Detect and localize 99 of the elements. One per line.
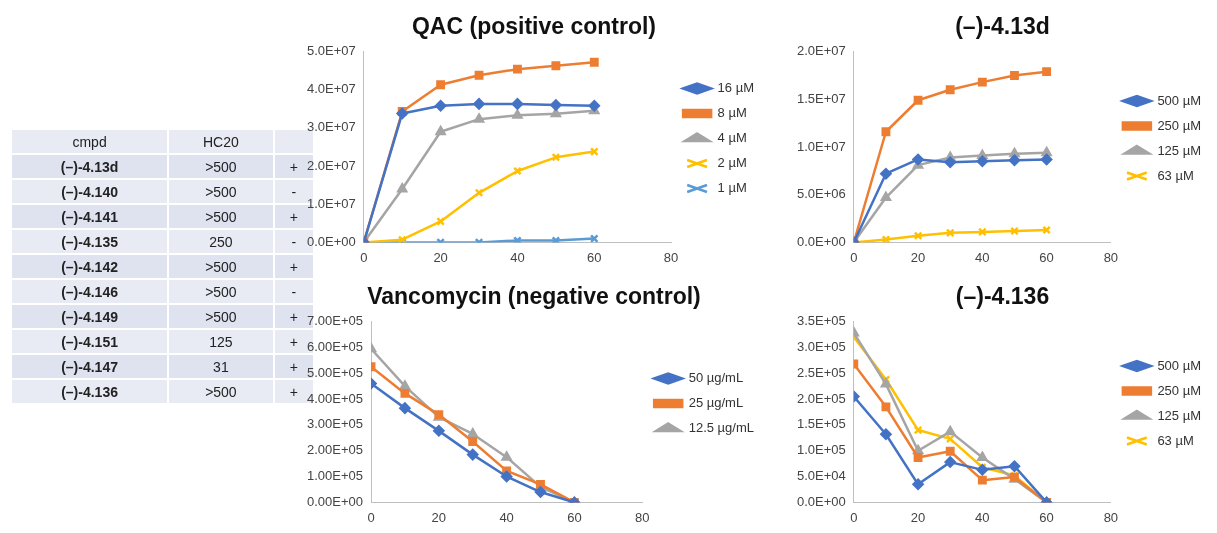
x-tick-label: 80 [1103, 509, 1119, 525]
x-tick-label: 0 [360, 249, 368, 265]
x-tick-label: 20 [431, 509, 447, 525]
text: (–)-4.136 [12, 380, 168, 403]
x-tick-label: 80 [634, 509, 650, 525]
y-tick-label: 1.5E+07 [797, 90, 846, 106]
text: 125 [169, 330, 273, 353]
text: >500 [169, 180, 273, 203]
x-tick-label: 40 [975, 249, 990, 265]
y-tick-label: 5.00E+05 [306, 364, 364, 380]
text: (–)-4.140 [12, 180, 168, 203]
chart-title: (–)-4.136 [955, 283, 1050, 310]
text: >500 [169, 305, 273, 328]
chart-title: QAC (positive control) [411, 13, 657, 40]
legend-label: 125 µM [1157, 407, 1201, 423]
legend-label: 8 µM [717, 105, 747, 121]
y-tick-label: 5.0E+04 [797, 468, 846, 484]
text: + [289, 383, 298, 400]
y-tick-label: 0.00E+00 [306, 493, 364, 509]
x-tick-label: 60 [567, 509, 582, 525]
text: 250 [169, 230, 273, 253]
legend-label: 63 µM [1157, 432, 1194, 448]
y-tick-label: 1.5E+05 [797, 416, 846, 432]
text: + [289, 158, 298, 175]
legend-label: 16 µM [717, 80, 755, 96]
x-tick-label: 60 [1039, 509, 1054, 525]
text: >500 [169, 205, 273, 228]
text: (–)-4.149 [12, 305, 168, 328]
legend-label: 1 µM [717, 180, 747, 196]
y-tick-label: 6.00E+05 [306, 339, 364, 355]
x-tick-label: 20 [910, 249, 926, 265]
text: + [289, 208, 298, 225]
text: >500 [169, 280, 273, 303]
x-tick-label: 0 [850, 509, 858, 525]
category-label: cmpd [12, 130, 168, 153]
text: 31 [169, 355, 273, 378]
y-tick-label: 5.0E+07 [307, 43, 356, 59]
y-tick-label: 1.0E+07 [307, 195, 356, 211]
y-tick-label: 3.00E+05 [306, 416, 364, 432]
y-tick-label: 3.0E+07 [307, 119, 356, 135]
y-tick-label: 0.0E+00 [797, 493, 846, 509]
chart-title: Vancomycin (negative control) [367, 283, 701, 310]
text: (–)-4.142 [12, 255, 168, 278]
text: + [289, 358, 298, 375]
text: (–)-4.13d [12, 155, 168, 178]
y-tick-label: 3.0E+05 [797, 339, 846, 355]
category-label: HC20 [169, 130, 273, 153]
y-tick-label: 7.00E+05 [306, 313, 364, 329]
text: - [274, 280, 313, 303]
y-tick-label: 1.0E+05 [797, 442, 846, 458]
y-tick-label: 4.00E+05 [306, 390, 364, 406]
x-tick-label: 0 [850, 249, 858, 265]
chart-title: (–)-4.13d [955, 13, 1050, 40]
legend-label: 4 µM [717, 130, 747, 146]
x-tick-label: 60 [587, 249, 602, 265]
y-tick-label: 0.0E+00 [307, 233, 356, 249]
text: + [289, 333, 298, 350]
text: + [274, 255, 313, 278]
y-tick-label: 2.0E+05 [797, 390, 846, 406]
text: (–)-4.146 [12, 280, 168, 303]
x-tick-label: 40 [975, 509, 990, 525]
text: (–)-4.151 [12, 330, 168, 353]
x-tick-label: 80 [1103, 249, 1119, 265]
x-tick-label: 0 [367, 509, 375, 525]
legend-label: 12.5 µg/mL [688, 420, 755, 436]
text: - [291, 233, 297, 250]
text: >500 [169, 380, 273, 403]
legend-label: 250 µM [1157, 117, 1201, 133]
legend-label: 250 µM [1157, 382, 1201, 398]
x-tick-label: 40 [499, 509, 514, 525]
text: (–)-4.147 [12, 355, 168, 378]
x-tick-label: 40 [510, 249, 525, 265]
y-tick-label: 1.0E+07 [797, 138, 846, 154]
y-tick-label: 5.0E+06 [797, 186, 846, 202]
x-tick-label: 20 [910, 509, 926, 525]
y-tick-label: 1.00E+05 [306, 468, 364, 484]
text: (–)-4.135 [12, 230, 168, 253]
y-tick-label: 2.0E+07 [797, 43, 846, 59]
legend-label: 125 µM [1157, 142, 1201, 158]
legend-label: 500 µM [1157, 357, 1201, 373]
text: (–)-4.141 [12, 205, 168, 228]
legend-label: 500 µM [1157, 92, 1201, 108]
x-tick-label: 60 [1039, 249, 1054, 265]
legend-label: 2 µM [717, 155, 747, 171]
legend-label: 50 µg/mL [688, 370, 744, 386]
y-tick-label: 2.00E+05 [306, 442, 364, 458]
text: - [291, 183, 297, 200]
x-tick-label: 80 [663, 249, 679, 265]
x-tick-label: 20 [433, 249, 448, 265]
y-tick-label: 0.0E+00 [797, 233, 846, 249]
text: >500 [169, 255, 273, 278]
y-tick-label: 2.5E+05 [797, 364, 846, 380]
text: + [289, 308, 298, 325]
y-tick-label: 4.0E+07 [307, 81, 356, 97]
y-tick-label: 3.5E+05 [797, 313, 846, 329]
text: >500 [169, 155, 273, 178]
legend-label: 63 µM [1157, 167, 1194, 183]
legend-label: 25 µg/mL [688, 395, 744, 411]
y-tick-label: 2.0E+07 [307, 157, 356, 173]
